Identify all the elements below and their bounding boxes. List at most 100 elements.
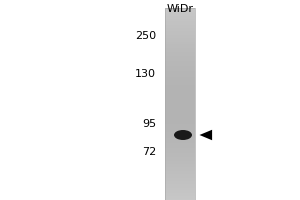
Bar	[165, 113, 195, 114]
Bar	[165, 61, 195, 62]
Bar	[165, 99, 195, 100]
Bar	[165, 32, 195, 33]
Bar	[165, 169, 195, 170]
Bar	[165, 191, 195, 192]
Bar	[165, 22, 195, 23]
Bar	[165, 24, 195, 25]
Bar	[165, 23, 195, 24]
Bar	[165, 188, 195, 189]
Bar	[165, 10, 195, 11]
Bar	[165, 147, 195, 148]
Bar	[165, 33, 195, 34]
Bar	[165, 27, 195, 28]
Bar	[165, 140, 195, 141]
Bar	[165, 64, 195, 65]
Bar	[165, 184, 195, 185]
Bar	[165, 167, 195, 168]
Bar	[165, 170, 195, 171]
Text: 95: 95	[142, 119, 156, 129]
Bar	[165, 195, 195, 196]
Bar	[165, 177, 195, 178]
Bar	[165, 178, 195, 179]
Text: 250: 250	[135, 31, 156, 41]
Bar	[165, 111, 195, 112]
Bar	[165, 121, 195, 122]
Bar	[165, 187, 195, 188]
Bar	[165, 84, 195, 85]
Bar	[165, 41, 195, 42]
Bar	[165, 143, 195, 144]
Bar	[165, 85, 195, 86]
Bar	[165, 80, 195, 81]
Polygon shape	[200, 130, 212, 140]
Bar	[165, 42, 195, 43]
Bar	[165, 139, 195, 140]
Bar	[165, 83, 195, 84]
Bar	[165, 75, 195, 76]
Bar	[165, 67, 195, 68]
Bar	[165, 196, 195, 197]
Bar	[165, 110, 195, 111]
Bar	[165, 29, 195, 30]
Bar	[165, 90, 195, 91]
Bar	[165, 78, 195, 79]
Bar	[165, 57, 195, 58]
Bar	[165, 109, 195, 110]
Bar	[165, 122, 195, 123]
Bar	[165, 129, 195, 130]
Bar	[165, 132, 195, 133]
Bar	[165, 76, 195, 77]
Bar	[165, 156, 195, 157]
Bar	[165, 14, 195, 15]
Bar	[165, 149, 195, 150]
Bar	[165, 35, 195, 36]
Bar	[165, 163, 195, 164]
Bar	[165, 181, 195, 182]
Bar	[165, 166, 195, 167]
Bar	[165, 60, 195, 61]
Bar	[165, 13, 195, 14]
Bar	[165, 128, 195, 129]
Bar	[165, 152, 195, 153]
Bar	[165, 134, 195, 135]
Bar	[165, 47, 195, 48]
Bar	[165, 146, 195, 147]
Bar	[165, 20, 195, 21]
Bar	[165, 12, 195, 13]
Bar	[165, 17, 195, 18]
Bar	[165, 43, 195, 44]
Bar	[165, 198, 195, 199]
Bar	[165, 183, 195, 184]
Bar	[165, 138, 195, 139]
Bar	[165, 19, 195, 20]
Bar	[165, 92, 195, 93]
Bar	[165, 58, 195, 59]
Bar	[165, 135, 195, 136]
Bar	[165, 117, 195, 118]
Bar	[165, 69, 195, 70]
Bar	[165, 161, 195, 162]
Bar	[165, 106, 195, 107]
Bar	[165, 36, 195, 37]
Bar	[165, 123, 195, 124]
Bar	[165, 105, 195, 106]
Bar	[165, 119, 195, 120]
Bar	[165, 74, 195, 75]
Bar	[165, 77, 195, 78]
Bar	[165, 108, 195, 109]
Bar	[165, 39, 195, 40]
Bar	[165, 137, 195, 138]
Bar	[165, 81, 195, 82]
Bar	[165, 186, 195, 187]
Bar	[165, 159, 195, 160]
Text: 130: 130	[135, 69, 156, 79]
Bar	[165, 151, 195, 152]
Bar	[165, 168, 195, 169]
Bar	[165, 180, 195, 181]
Bar	[165, 131, 195, 132]
Bar	[165, 185, 195, 186]
Bar	[165, 53, 195, 54]
Bar	[165, 48, 195, 49]
Bar	[165, 103, 195, 104]
Bar	[165, 192, 195, 193]
